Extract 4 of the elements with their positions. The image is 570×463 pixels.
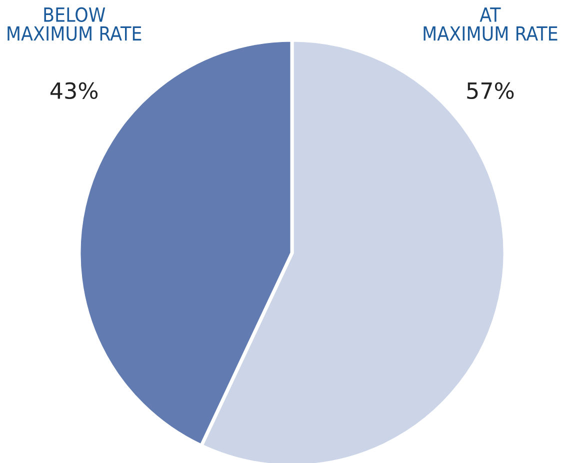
data-label: 57% [467,82,514,100]
data-label: 43% [50,82,98,100]
slice-label: BELOW MAXIMUM RATE [8,7,142,41]
slice-label: AT MAXIMUM RATE [424,8,558,41]
